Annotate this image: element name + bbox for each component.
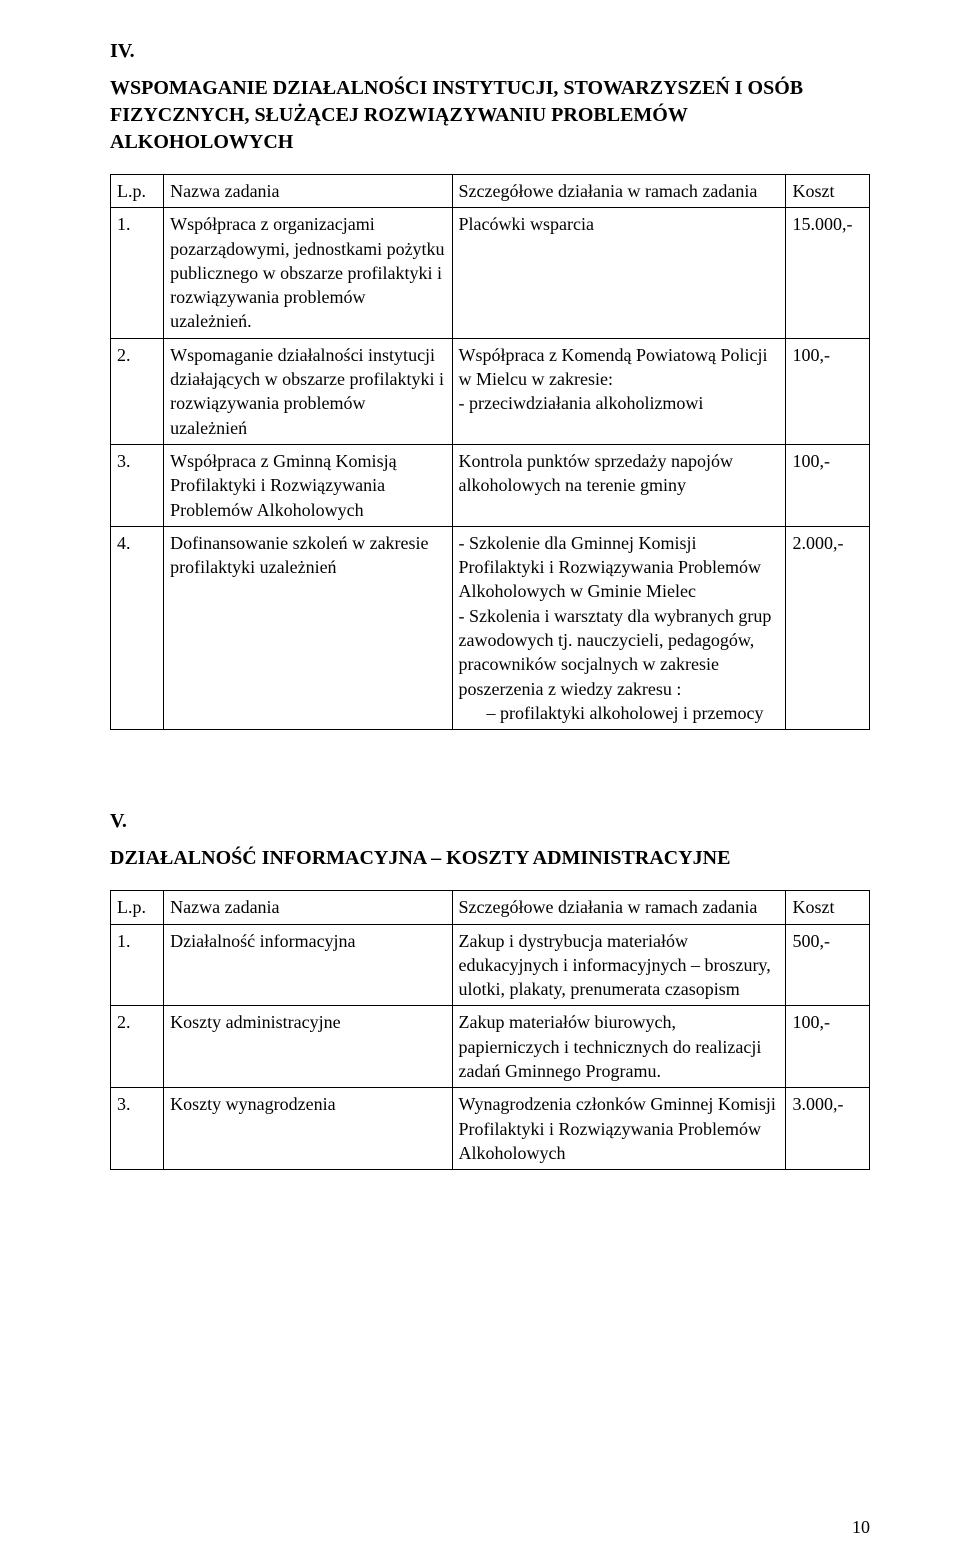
cell-desc: Placówki wsparcia <box>452 208 786 338</box>
header-name: Nazwa zadania <box>164 175 452 208</box>
desc-line: - Szkolenia i warsztaty dla wybranych gr… <box>459 604 780 701</box>
cell-name: Dofinansowanie szkoleń w zakresie profil… <box>164 526 452 729</box>
table-row: 3. Koszty wynagrodzenia Wynagrodzenia cz… <box>111 1088 870 1170</box>
table-row: 1. Współpraca z organizacjami pozarządow… <box>111 208 870 338</box>
desc-line: - Szkolenie dla Gminnej Komisji Profilak… <box>459 531 780 604</box>
section-iv-title: WSPOMAGANIE DZIAŁALNOŚCI INSTYTUCJI, STO… <box>110 75 870 156</box>
cell-cost: 100,- <box>786 1006 870 1088</box>
cell-cost: 100,- <box>786 338 870 444</box>
cell-cost: 3.000,- <box>786 1088 870 1170</box>
cell-lp: 2. <box>111 338 164 444</box>
header-lp: L.p. <box>111 891 164 924</box>
cell-lp: 4. <box>111 526 164 729</box>
cell-name: Koszty administracyjne <box>164 1006 452 1088</box>
cell-desc: - Szkolenie dla Gminnej Komisji Profilak… <box>452 526 786 729</box>
cell-name: Współpraca z Gminną Komisją Profilaktyki… <box>164 444 452 526</box>
section-v-title: DZIAŁALNOŚĆ INFORMACYJNA – KOSZTY ADMINI… <box>110 845 870 872</box>
cell-name: Współpraca z organizacjami pozarządowymi… <box>164 208 452 338</box>
cell-lp: 3. <box>111 1088 164 1170</box>
page: IV. WSPOMAGANIE DZIAŁALNOŚCI INSTYTUCJI,… <box>0 0 960 1568</box>
cell-desc: Współpraca z Komendą Powiatową Policji w… <box>452 338 786 444</box>
cell-lp: 1. <box>111 924 164 1006</box>
cell-desc: Zakup materiałów biurowych, papierniczyc… <box>452 1006 786 1088</box>
page-number: 10 <box>852 1517 870 1538</box>
table-row: 1. Działalność informacyjna Zakup i dyst… <box>111 924 870 1006</box>
cell-cost: 100,- <box>786 444 870 526</box>
section-v-number: V. <box>110 810 870 833</box>
table-v: L.p. Nazwa zadania Szczegółowe działania… <box>110 890 870 1170</box>
desc-sub: – profilaktyki alkoholowej i przemocy <box>487 701 780 725</box>
cell-name: Koszty wynagrodzenia <box>164 1088 452 1170</box>
cell-desc: Wynagrodzenia członków Gminnej Komisji P… <box>452 1088 786 1170</box>
cell-cost: 2.000,- <box>786 526 870 729</box>
table-row: 3. Współpraca z Gminną Komisją Profilakt… <box>111 444 870 526</box>
header-lp: L.p. <box>111 175 164 208</box>
header-desc: Szczegółowe działania w ramach zadania <box>452 175 786 208</box>
cell-name: Działalność informacyjna <box>164 924 452 1006</box>
cell-desc: Kontrola punktów sprzedaży napojów alkoh… <box>452 444 786 526</box>
table-row: 2. Koszty administracyjne Zakup materiał… <box>111 1006 870 1088</box>
table-row: L.p. Nazwa zadania Szczegółowe działania… <box>111 175 870 208</box>
cell-lp: 3. <box>111 444 164 526</box>
table-row: L.p. Nazwa zadania Szczegółowe działania… <box>111 891 870 924</box>
table-row: 2. Wspomaganie działalności instytucji d… <box>111 338 870 444</box>
cell-cost: 500,- <box>786 924 870 1006</box>
cell-lp: 1. <box>111 208 164 338</box>
cell-name: Wspomaganie działalności instytucji dzia… <box>164 338 452 444</box>
cell-lp: 2. <box>111 1006 164 1088</box>
section-iv-number: IV. <box>110 40 870 63</box>
header-cost: Koszt <box>786 175 870 208</box>
table-row: 4. Dofinansowanie szkoleń w zakresie pro… <box>111 526 870 729</box>
cell-desc: Zakup i dystrybucja materiałów edukacyjn… <box>452 924 786 1006</box>
cell-cost: 15.000,- <box>786 208 870 338</box>
header-name: Nazwa zadania <box>164 891 452 924</box>
table-iv: L.p. Nazwa zadania Szczegółowe działania… <box>110 174 870 730</box>
header-cost: Koszt <box>786 891 870 924</box>
header-desc: Szczegółowe działania w ramach zadania <box>452 891 786 924</box>
